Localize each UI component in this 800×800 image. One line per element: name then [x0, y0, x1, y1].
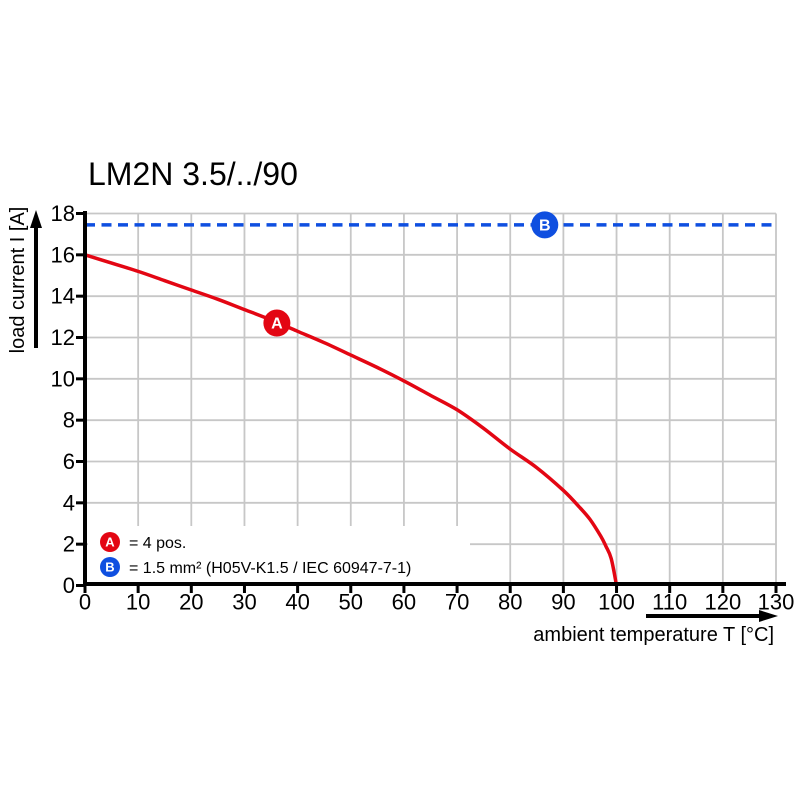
- y-tick-label-8: 8: [63, 408, 75, 433]
- derating-curve: [84, 253, 619, 586]
- marker-b-circle: [531, 211, 559, 239]
- legend-marker-a-letter: A: [105, 535, 115, 550]
- x-tick-label-100: 100: [598, 590, 635, 615]
- x-tick-label-70: 70: [445, 590, 469, 615]
- marker-a: A: [263, 309, 291, 337]
- axis-ticks: [76, 212, 778, 593]
- x-tick-label-40: 40: [285, 590, 309, 615]
- marker-b: B: [531, 211, 559, 239]
- x-tick-label-10: 10: [126, 590, 150, 615]
- legend-label-b: = 1.5 mm² (H05V-K1.5 / IEC 60947-7-1): [129, 560, 411, 577]
- legend-marker-a-icon: [100, 532, 120, 552]
- x-tick-label-110: 110: [652, 590, 687, 615]
- legend: A = 4 pos. B = 1.5 mm² (H05V-K1.5 / IEC …: [100, 532, 411, 577]
- x-tick-label-90: 90: [551, 590, 575, 615]
- legend-background: [88, 526, 470, 584]
- y-tick-label-6: 6: [63, 449, 75, 474]
- legend-marker-b-letter: B: [105, 560, 114, 575]
- axis-tick-labels: 0 10 20 30 40 50 60 70 80 90 100 110 120 130 0 2 4 6 8 10 12…: [51, 201, 795, 615]
- y-tick-label-12: 12: [51, 325, 75, 350]
- y-tick-label-2: 2: [63, 532, 75, 557]
- legend-item-a: A = 4 pos.: [100, 532, 186, 552]
- y-tick-label-4: 4: [63, 490, 75, 515]
- marker-a-letter: A: [271, 316, 283, 333]
- marker-b-letter: B: [539, 217, 551, 234]
- legend-item-b: B = 1.5 mm² (H05V-K1.5 / IEC 60947-7-1): [100, 557, 411, 577]
- x-tick-label-80: 80: [498, 590, 522, 615]
- legend-label-a: = 4 pos.: [129, 535, 186, 552]
- x-tick-label-130: 130: [758, 590, 795, 615]
- x-tick-label-20: 20: [179, 590, 203, 615]
- y-axis-title: load current I [A]: [7, 207, 29, 354]
- x-tick-label-60: 60: [392, 590, 416, 615]
- x-tick-label-120: 120: [704, 590, 741, 615]
- y-tick-label-0: 0: [63, 573, 75, 598]
- legend-marker-b-icon: [100, 557, 120, 577]
- x-axis-title: ambient temperature T [°C]: [533, 624, 774, 646]
- y-tick-label-16: 16: [51, 242, 75, 267]
- x-tick-label-50: 50: [339, 590, 363, 615]
- y-axis-arrow-icon: [30, 210, 42, 348]
- marker-a-circle: [263, 309, 291, 337]
- y-tick-label-18: 18: [51, 201, 75, 226]
- x-tick-label-0: 0: [79, 590, 91, 615]
- y-tick-label-10: 10: [51, 366, 75, 391]
- x-axis-arrow-icon: [646, 610, 778, 622]
- y-tick-label-14: 14: [51, 284, 75, 309]
- x-tick-label-30: 30: [232, 590, 256, 615]
- chart-title: LM2N 3.5/../90: [88, 156, 298, 192]
